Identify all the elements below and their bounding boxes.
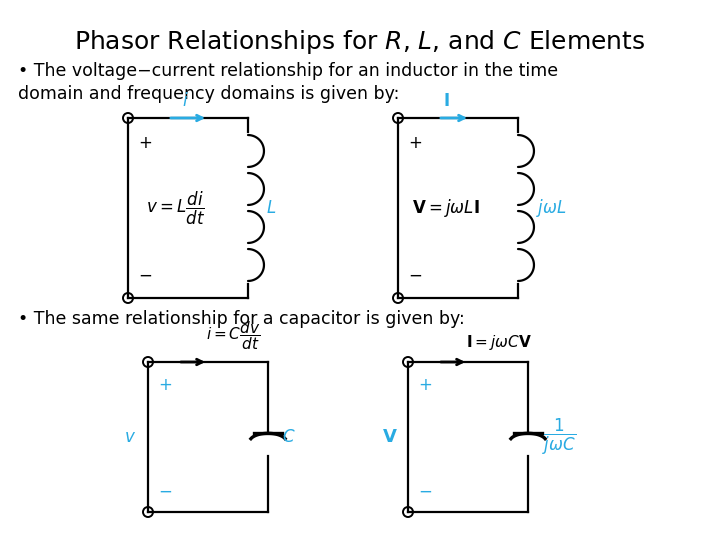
- Text: $\dfrac{1}{j\omega C}$: $\dfrac{1}{j\omega C}$: [542, 417, 576, 457]
- Text: $C$: $C$: [282, 428, 295, 446]
- Text: $\mathbf{V}$: $\mathbf{V}$: [382, 428, 398, 446]
- Text: • The voltage−current relationship for an inductor in the time
domain and freque: • The voltage−current relationship for a…: [18, 62, 558, 103]
- Text: $L$: $L$: [266, 199, 276, 217]
- Text: $-$: $-$: [408, 266, 422, 284]
- Text: $-$: $-$: [158, 482, 172, 500]
- Text: $i$: $i$: [181, 92, 188, 110]
- Text: $i = C\dfrac{dv}{dt}$: $i = C\dfrac{dv}{dt}$: [206, 319, 261, 352]
- Text: +: +: [418, 376, 432, 394]
- Text: $v$: $v$: [124, 428, 136, 446]
- Text: +: +: [138, 134, 152, 152]
- Text: $\mathbf{I}$: $\mathbf{I}$: [443, 92, 449, 110]
- Text: $\mathbf{V} = j\omega L\mathbf{I}$: $\mathbf{V} = j\omega L\mathbf{I}$: [412, 197, 480, 219]
- Text: $-$: $-$: [138, 266, 152, 284]
- Text: $-$: $-$: [418, 482, 432, 500]
- Text: +: +: [158, 376, 172, 394]
- Text: $\mathbf{I} = j\omega C\mathbf{V}$: $\mathbf{I} = j\omega C\mathbf{V}$: [466, 333, 532, 352]
- Text: • The same relationship for a capacitor is given by:: • The same relationship for a capacitor …: [18, 310, 464, 328]
- Text: Phasor Relationships for $R$, $L$, and $C$ Elements: Phasor Relationships for $R$, $L$, and $…: [74, 28, 646, 56]
- Text: $v = L\dfrac{di}{dt}$: $v = L\dfrac{di}{dt}$: [146, 190, 205, 227]
- Text: +: +: [408, 134, 422, 152]
- Text: $j\omega L$: $j\omega L$: [536, 197, 567, 219]
